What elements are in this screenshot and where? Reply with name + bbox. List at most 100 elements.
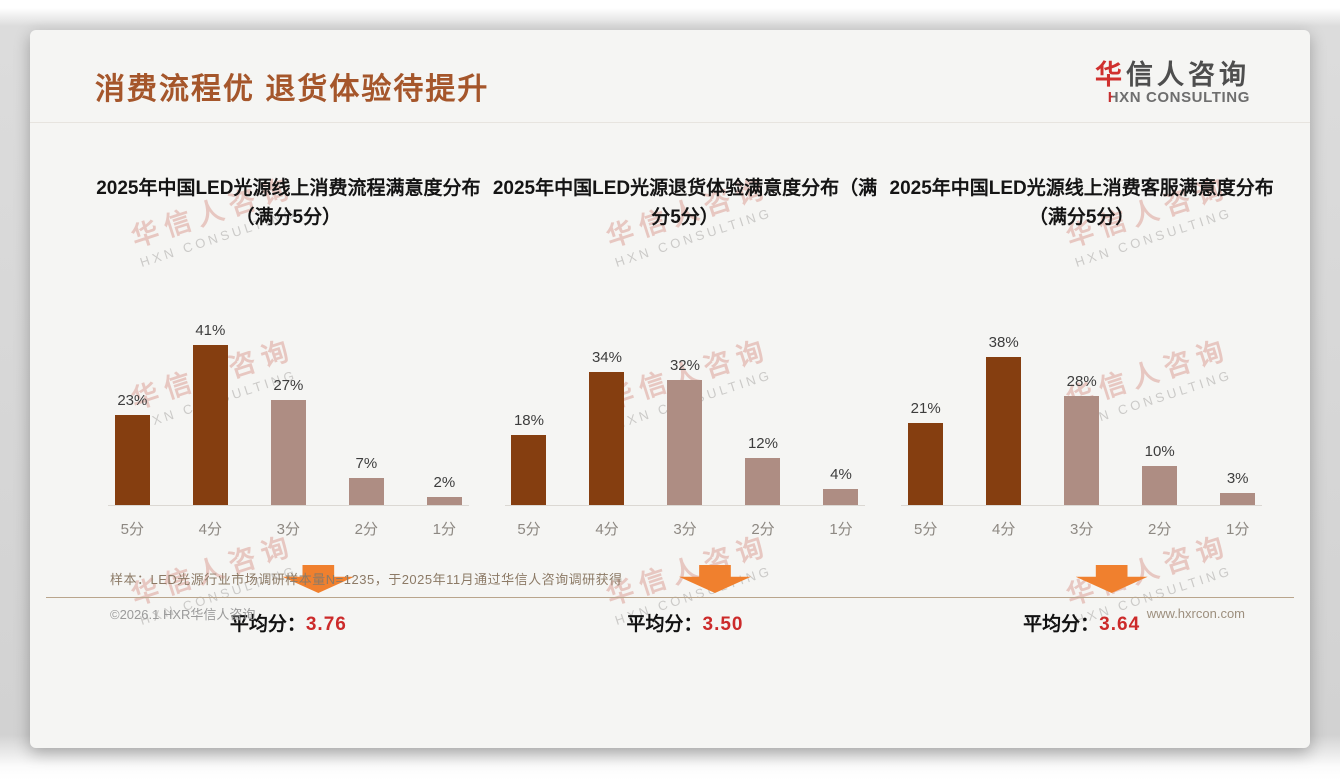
down-arrow-icon xyxy=(1075,565,1148,593)
bar-plot: 21% 38% 28% 10% 3% xyxy=(883,295,1280,505)
chart-title: 2025年中国LED光源线上消费客服满意度分布（满分5分） xyxy=(889,178,1274,228)
bar-value-label: 18% xyxy=(513,412,544,429)
bar-group: 21% xyxy=(908,400,944,505)
bar-group: 18% xyxy=(511,412,547,505)
x-axis-line xyxy=(504,505,866,506)
axis-category-label: 4分 xyxy=(198,521,222,538)
axis-category-label: 3分 xyxy=(276,521,300,538)
bar-value-label: 41% xyxy=(195,322,226,339)
logo-en-rest: XN CONSULTING xyxy=(1119,89,1250,107)
average-score: 平均分：3.50 xyxy=(487,609,884,636)
x-axis-line xyxy=(901,505,1262,506)
chart-return-experience: 2025年中国LED光源退货体验满意度分布（满分5分） 18% 34% 32% 12%… xyxy=(487,175,884,636)
logo-h-letter: H xyxy=(1107,89,1120,107)
logo-chinese-text: 华信人咨询 xyxy=(1095,60,1250,90)
arrow-wrap xyxy=(487,565,884,593)
website-url[interactable]: www.hxrcon.com xyxy=(1146,606,1245,621)
axis-category-label: 5分 xyxy=(517,521,541,538)
bar-group: 3% xyxy=(1220,470,1256,505)
average-value: 3.76 xyxy=(305,614,347,635)
logo-red-char: 华 xyxy=(1095,60,1126,90)
average-value: 3.50 xyxy=(702,614,744,635)
bar-group: 7% xyxy=(348,455,384,505)
bar-value-label: 23% xyxy=(117,392,148,409)
company-logo: 华信人咨询 HXN CONSULTING xyxy=(1095,60,1250,107)
arrow-wrap xyxy=(883,565,1280,593)
average-label: 平均分： xyxy=(1023,614,1100,635)
bar xyxy=(745,458,781,505)
bar xyxy=(589,372,625,505)
axis-category-label: 5分 xyxy=(913,521,938,538)
bar xyxy=(348,478,384,505)
bar xyxy=(986,357,1022,505)
copyright-text: ©2026.1 HXR华信人咨询 xyxy=(110,607,256,622)
bar xyxy=(823,489,859,505)
bar-value-label: 3% xyxy=(1226,470,1249,487)
logo-gray-chars: 信人咨询 xyxy=(1126,60,1250,90)
bar-group: 12% xyxy=(745,435,781,505)
bar xyxy=(1064,396,1100,505)
bar-group: 23% xyxy=(114,392,150,505)
axis-category-label: 2分 xyxy=(1147,521,1172,538)
average-value: 3.64 xyxy=(1099,614,1141,635)
page-title: 消费流程优 退货体验待提升 xyxy=(95,73,490,106)
axis-category-label: 4分 xyxy=(991,521,1016,538)
axis-category-label: 1分 xyxy=(829,521,853,538)
bar-value-label: 34% xyxy=(591,349,622,366)
chart-title: 2025年中国LED光源线上消费流程满意度分布（满分5分） xyxy=(96,178,481,228)
slide: 华信人咨询 HXN CONSULTING 华信人咨询 HXN CONSULTING 华信… xyxy=(30,30,1310,748)
bar xyxy=(511,435,547,505)
bar-group: 10% xyxy=(1142,443,1178,505)
axis-category-label: 2分 xyxy=(354,521,378,538)
slide-header: 消费流程优 退货体验待提升 华信人咨询 HXN CONSULTING xyxy=(30,30,1310,123)
bar xyxy=(667,380,703,505)
x-axis-line xyxy=(108,505,469,506)
bar xyxy=(1220,493,1256,505)
bar-plot: 18% 34% 32% 12% 4% xyxy=(487,295,884,505)
average-score: 平均分：3.76 xyxy=(90,609,487,636)
bar-value-label: 21% xyxy=(910,400,941,417)
axis-category-label: 1分 xyxy=(1225,521,1250,538)
x-axis-labels: 5分 4分 3分 2分 1分 xyxy=(487,506,884,539)
logo-english-text: HXN CONSULTING xyxy=(1095,89,1250,107)
bar xyxy=(1142,466,1178,505)
bar xyxy=(426,497,462,505)
bar-group: 34% xyxy=(589,349,625,505)
bar-value-label: 4% xyxy=(830,466,852,483)
bar-group: 32% xyxy=(667,357,703,505)
x-axis-labels: 5分 4分 3分 2分 1分 xyxy=(883,506,1280,539)
bar-group: 27% xyxy=(270,377,306,505)
bar-group: 38% xyxy=(986,334,1022,505)
axis-category-label: 3分 xyxy=(673,521,697,538)
axis-category-label: 3分 xyxy=(1069,521,1094,538)
bar-value-label: 12% xyxy=(747,435,778,452)
average-label: 平均分： xyxy=(626,614,703,635)
bar-plot: 23% 41% 27% 7% 2% xyxy=(90,295,487,505)
x-axis-labels: 5分 4分 3分 2分 1分 xyxy=(90,506,487,539)
axis-category-label: 4分 xyxy=(595,521,619,538)
axis-category-label: 2分 xyxy=(751,521,775,538)
average-score: 平均分：3.64 xyxy=(883,609,1280,636)
bar xyxy=(114,415,150,505)
arrow-wrap xyxy=(90,565,487,593)
bar-value-label: 10% xyxy=(1144,443,1175,460)
bar-value-label: 38% xyxy=(988,334,1019,351)
bar-value-label: 7% xyxy=(355,455,378,472)
average-label: 平均分： xyxy=(229,614,306,635)
footer-divider xyxy=(46,597,1294,598)
bar-group: 4% xyxy=(823,466,859,505)
chart-consumption-process: 2025年中国LED光源线上消费流程满意度分布（满分5分） 23% 41% 27% 7… xyxy=(90,175,487,636)
bar-value-label: 28% xyxy=(1066,373,1097,390)
bar-value-label: 32% xyxy=(669,357,700,374)
bar-value-label: 27% xyxy=(273,377,304,394)
axis-category-label: 5分 xyxy=(120,521,144,538)
down-arrow-icon xyxy=(678,565,751,593)
axis-category-label: 1分 xyxy=(432,521,456,538)
bar xyxy=(192,345,228,505)
chart-title: 2025年中国LED光源退货体验满意度分布（满分5分） xyxy=(492,178,878,228)
bar-value-label: 2% xyxy=(433,474,456,491)
bar-group: 28% xyxy=(1064,373,1100,505)
bar xyxy=(270,400,306,505)
bar-group: 41% xyxy=(192,322,228,505)
bar xyxy=(908,423,944,505)
